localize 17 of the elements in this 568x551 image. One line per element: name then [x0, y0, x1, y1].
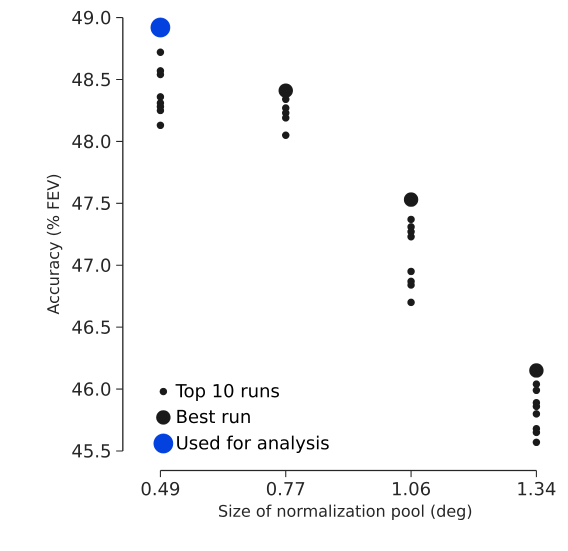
- x-tick-label: 0.49: [142, 482, 180, 496]
- y-tick-label: 48.5: [72, 72, 110, 86]
- y-tick-label: 47.5: [72, 196, 110, 210]
- y-tick-label: 45.5: [72, 444, 110, 458]
- legend-label: Used for analysis: [177, 436, 329, 454]
- y-tick-label: 46.5: [72, 320, 110, 334]
- legend-label: Best run: [177, 410, 250, 424]
- x-tick-label: 1.34: [518, 482, 556, 496]
- y-tick-label: 48.0: [72, 134, 110, 148]
- y-tick-label: 47.0: [72, 258, 110, 272]
- x-axis-title: Size of normalization pool (deg): [219, 504, 472, 520]
- y-tick-label: 46.0: [72, 382, 110, 396]
- x-tick-label: 0.77: [266, 482, 304, 496]
- x-tick-label: 1.06: [393, 482, 430, 496]
- y-tick-label: 49.0: [72, 10, 110, 25]
- y-axis-title: Accuracy (% FEV): [46, 175, 62, 315]
- legend-label: Top 10 runs: [176, 384, 279, 402]
